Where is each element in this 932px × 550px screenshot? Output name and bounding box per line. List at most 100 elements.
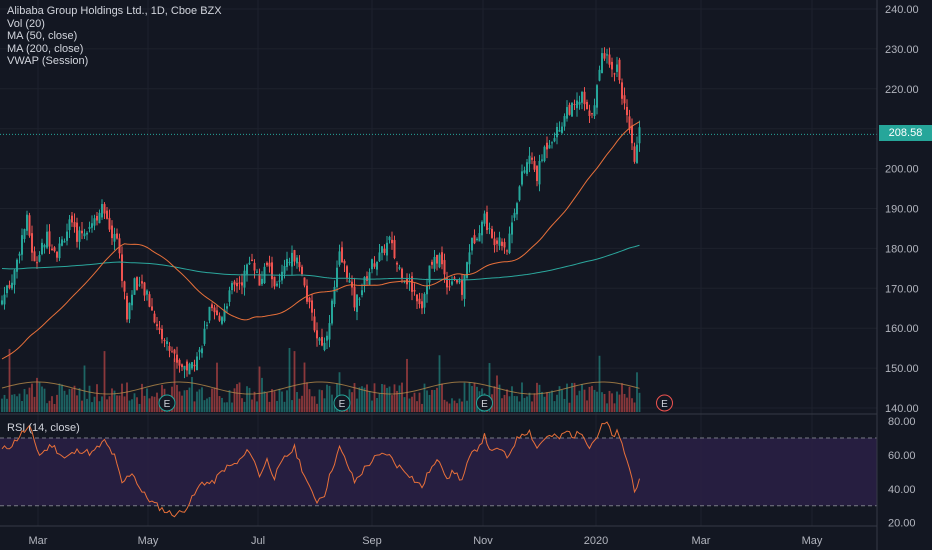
legend-vol[interactable]: Vol (20) xyxy=(7,17,45,30)
candle-body xyxy=(261,278,263,285)
candle-body xyxy=(223,309,226,321)
rsi-tick-label: 60.00 xyxy=(888,450,916,462)
candle-body xyxy=(176,354,178,363)
candle-body xyxy=(431,261,433,265)
candle-body xyxy=(138,284,141,286)
candle-body xyxy=(366,276,368,281)
volume-bar xyxy=(561,390,563,412)
volume-bar xyxy=(418,392,421,412)
rsi-band xyxy=(0,438,877,506)
time-axis[interactable]: Mar May Jul Sep Nov 2020 Mar May xyxy=(29,535,823,547)
volume-bar xyxy=(458,398,461,412)
volume-bar xyxy=(63,390,66,412)
volume-bars xyxy=(1,347,641,412)
volume-bar xyxy=(428,394,431,412)
candle-body xyxy=(3,294,6,305)
volume-bar xyxy=(638,392,641,412)
volume-bar xyxy=(631,398,633,412)
volume-bar xyxy=(303,362,306,412)
candle-body xyxy=(438,254,441,268)
volume-bar xyxy=(218,396,221,412)
candle-body xyxy=(98,212,101,224)
volume-bar xyxy=(31,383,33,412)
candle-body xyxy=(148,294,151,307)
volume-bar xyxy=(366,384,368,412)
volume-bar xyxy=(526,396,528,412)
candle-body xyxy=(426,285,428,295)
volume-bar xyxy=(633,402,636,412)
volume-bar xyxy=(338,372,341,412)
volume-bar xyxy=(298,398,301,412)
legend-ma200[interactable]: MA (200, close) xyxy=(7,42,84,55)
candle-body xyxy=(8,284,11,288)
candle-body xyxy=(333,286,336,305)
candle-body xyxy=(318,338,321,341)
volume-bar xyxy=(543,396,546,412)
candle-body xyxy=(126,295,128,320)
candle-body xyxy=(611,61,613,70)
candle-body xyxy=(38,254,41,262)
candle-body xyxy=(236,283,238,287)
volume-bar xyxy=(21,401,23,412)
candle-body xyxy=(621,82,623,99)
price-tick-label: 180.00 xyxy=(885,243,919,255)
volume-bar xyxy=(586,400,588,412)
volume-bar xyxy=(51,396,53,412)
volume-bar xyxy=(133,393,136,412)
rsi-axis[interactable]: 20.00 40.00 60.00 80.00 xyxy=(888,416,916,530)
volume-bar xyxy=(116,395,118,412)
candle-body xyxy=(153,313,156,323)
volume-bar xyxy=(368,391,371,412)
candle-body xyxy=(191,362,193,369)
candle-body xyxy=(91,223,93,228)
volume-bar xyxy=(468,382,471,412)
volume-bar xyxy=(378,393,381,412)
time-tick-label: Mar xyxy=(29,535,48,547)
volume-bar xyxy=(506,389,508,412)
volume-bar xyxy=(498,384,501,412)
candle-body xyxy=(208,306,211,321)
candle-body xyxy=(516,203,518,215)
candle-body xyxy=(633,146,636,162)
volume-bar xyxy=(176,384,178,412)
volume-bar xyxy=(221,397,223,412)
earnings-marker-label: E xyxy=(339,399,346,410)
candle-body xyxy=(628,116,631,130)
legend-ma50[interactable]: MA (50, close) xyxy=(7,30,78,43)
candle-body xyxy=(306,285,308,302)
candle-body xyxy=(396,262,398,265)
candle-body xyxy=(511,222,513,235)
volume-bar xyxy=(46,403,48,412)
volume-bar xyxy=(448,403,451,412)
volume-bar xyxy=(266,392,268,412)
volume-bar xyxy=(353,383,356,412)
candle-body xyxy=(581,91,583,103)
candle-body xyxy=(638,127,641,144)
volume-bar xyxy=(511,386,513,412)
candle-body xyxy=(491,228,493,238)
volume-bar xyxy=(123,396,126,412)
volume-bar xyxy=(121,383,123,412)
volume-bar xyxy=(201,387,203,412)
symbol-title[interactable]: Alibaba Group Holdings Ltd., 1D, Cboe BZ… xyxy=(7,5,222,17)
volume-bar xyxy=(148,398,151,412)
volume-bar xyxy=(173,358,176,412)
legend-rsi[interactable]: RSI (14, close) xyxy=(7,422,80,434)
volume-bar xyxy=(253,391,256,412)
candle-body xyxy=(76,222,78,242)
candle-body xyxy=(556,126,558,138)
candle-body xyxy=(296,257,298,264)
volume-bar xyxy=(466,400,468,412)
candle-body xyxy=(566,107,568,119)
candle-body xyxy=(303,277,306,286)
volume-bar xyxy=(576,395,578,412)
volume-bar xyxy=(248,387,251,412)
candle-body xyxy=(441,252,443,265)
candle-body xyxy=(131,294,133,306)
candle-body xyxy=(96,215,98,221)
candle-body xyxy=(118,238,121,254)
legend-vwap[interactable]: VWAP (Session) xyxy=(7,55,89,68)
volume-bar xyxy=(23,389,26,412)
